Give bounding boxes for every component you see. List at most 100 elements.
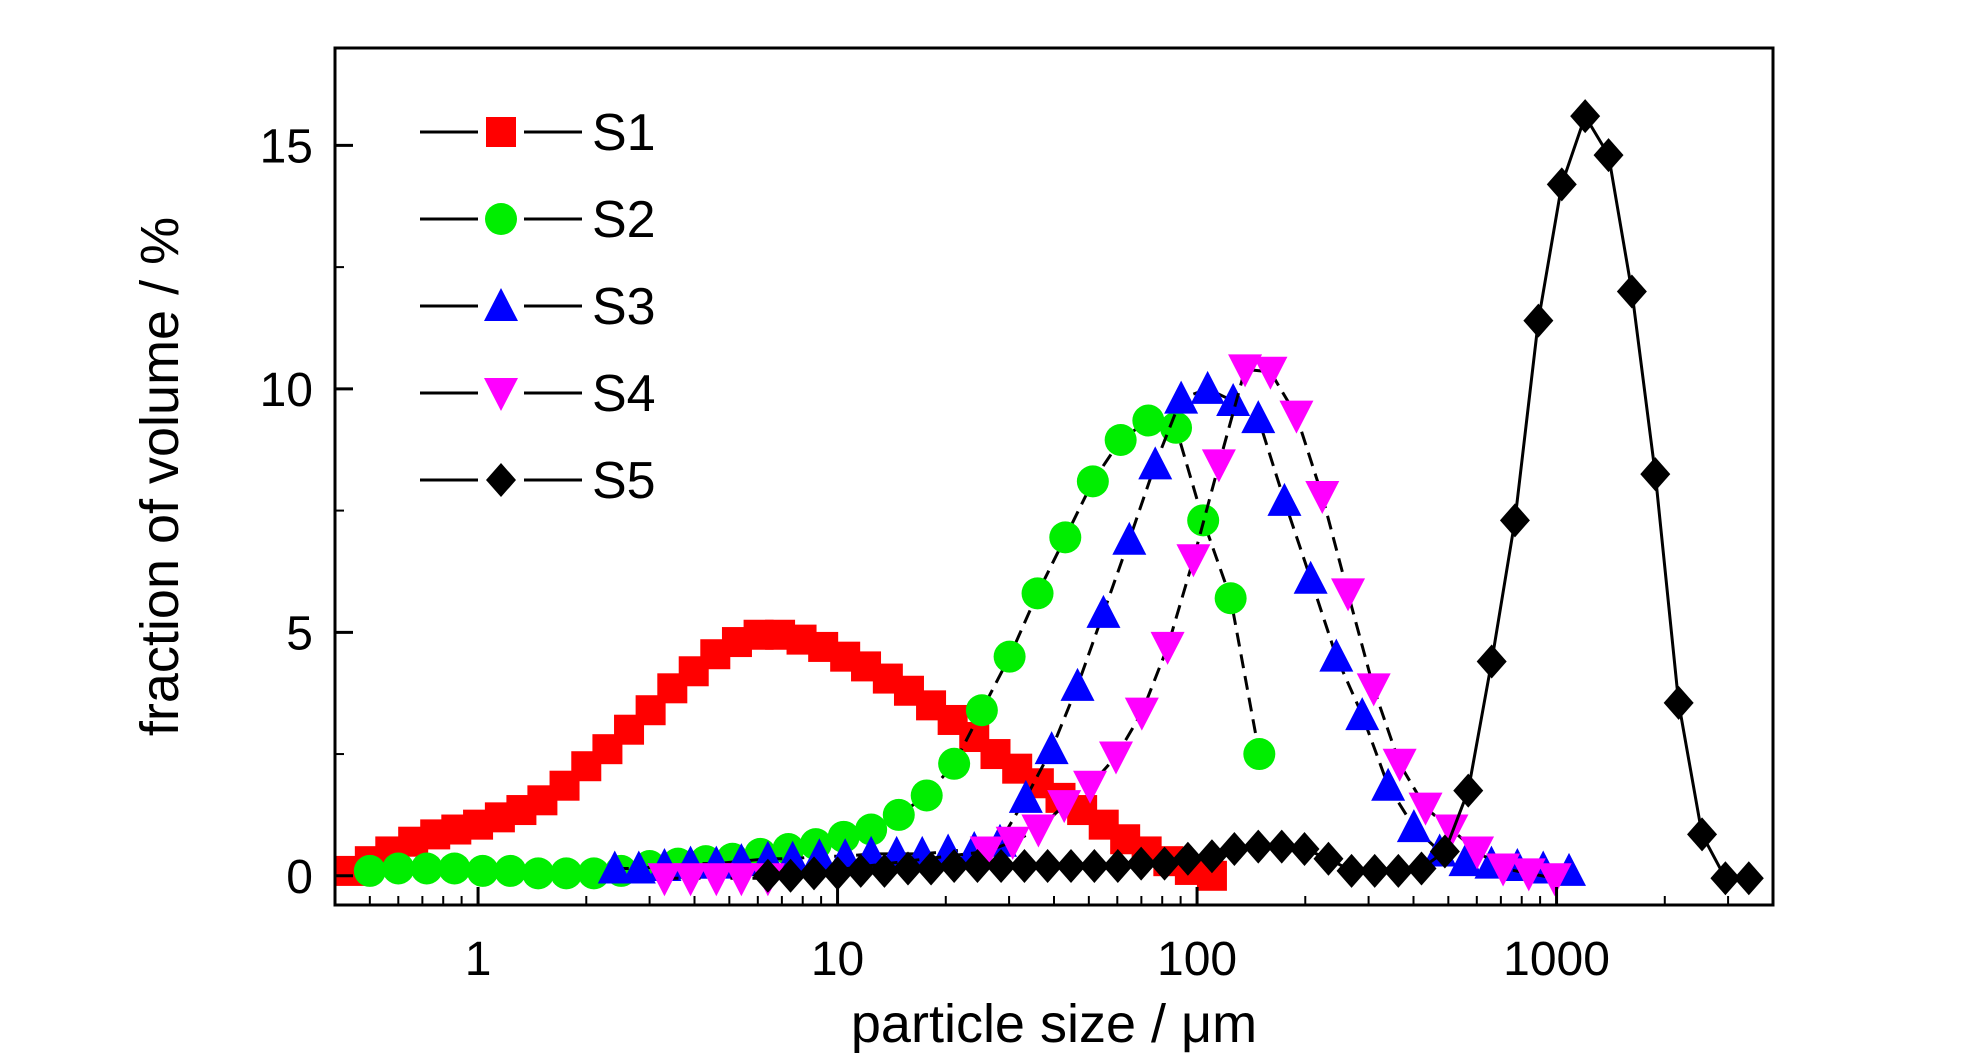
data-point-s5: [869, 853, 900, 888]
data-point-s2: [353, 854, 386, 887]
data-point-s4: [1382, 748, 1417, 782]
data-point-s5: [1313, 841, 1344, 876]
legend-label: S1: [592, 104, 656, 162]
data-point-s5: [962, 849, 993, 884]
data-point-s4: [1511, 858, 1546, 892]
data-point-s5: [1032, 849, 1063, 884]
data-point-s5: [939, 849, 970, 884]
data-point-s2: [938, 747, 971, 780]
data-point-s4: [699, 863, 734, 897]
data-point-s4: [1356, 673, 1391, 707]
data-point-s5: [752, 858, 783, 893]
data-point-s5: [1453, 773, 1484, 808]
y-tick-label: 10: [260, 364, 313, 417]
data-point-s5: [916, 851, 947, 886]
data-point-s4: [1124, 697, 1159, 731]
data-point-s2: [438, 852, 471, 885]
data-point-s4: [1537, 863, 1572, 897]
data-point-s3: [1034, 731, 1069, 765]
legend-marker-s4: [484, 378, 518, 411]
series-s5: [752, 99, 1764, 896]
data-point-s5: [1570, 99, 1601, 134]
legend-label: S3: [592, 278, 656, 336]
data-point-s5: [822, 856, 853, 891]
data-point-s5: [1359, 853, 1390, 888]
series-s4: [647, 354, 1572, 897]
data-point-s5: [1429, 834, 1460, 869]
data-point-s3: [1448, 843, 1483, 877]
data-point-s4: [1073, 770, 1108, 804]
data-point-s3: [1138, 446, 1173, 480]
data-point-s4: [1201, 449, 1236, 483]
data-point-s3: [621, 850, 656, 884]
data-point-s3: [597, 850, 632, 884]
data-point-s3: [1371, 767, 1406, 801]
legend-item-s5: S5: [420, 452, 656, 510]
data-point-s2: [882, 798, 915, 831]
data-point-s2: [410, 852, 443, 885]
data-point-s5: [1616, 274, 1647, 309]
data-point-s3: [1060, 667, 1095, 701]
data-point-s2: [1104, 423, 1137, 456]
data-point-s2: [382, 852, 415, 885]
data-point-s4: [969, 836, 1004, 870]
legend-item-s3: S3: [420, 278, 656, 336]
y-tick-label: 0: [286, 851, 313, 904]
data-point-s2: [1214, 582, 1247, 615]
data-point-s5: [1476, 644, 1507, 679]
legend-label: S5: [592, 452, 656, 510]
data-point-s2: [466, 854, 499, 887]
data-point-s3: [1293, 560, 1328, 594]
data-point-s3: [1345, 697, 1380, 731]
data-point-s3: [1190, 370, 1225, 404]
data-point-s4: [724, 863, 759, 897]
data-point-s5: [892, 851, 923, 886]
y-tick-label: 15: [260, 120, 313, 173]
data-point-s2: [1049, 521, 1082, 554]
data-point-s3: [1396, 809, 1431, 843]
data-point-s4: [1098, 741, 1133, 775]
legend-marker-s1: [486, 117, 516, 147]
data-point-s4: [1047, 790, 1082, 824]
data-point-s5: [1243, 829, 1274, 864]
data-point-s5: [1219, 832, 1250, 867]
data-point-s5: [1126, 846, 1157, 881]
data-point-s4: [1021, 814, 1056, 848]
data-point-s2: [965, 694, 998, 727]
data-point-s5: [1546, 167, 1577, 202]
legend-label: S4: [592, 365, 656, 423]
data-point-s5: [1640, 457, 1671, 492]
data-point-s4: [1460, 836, 1495, 870]
data-point-s2: [522, 857, 555, 890]
x-tick-label: 10: [811, 933, 864, 986]
legend-marker-s5: [486, 463, 516, 497]
plot-area: [334, 99, 1764, 897]
data-point-s3: [1086, 594, 1121, 628]
series-line-s4: [664, 367, 1555, 880]
data-point-s5: [1593, 138, 1624, 173]
data-point-s4: [1176, 544, 1211, 578]
data-point-s3: [1112, 521, 1147, 555]
x-tick-label: 1000: [1503, 933, 1610, 986]
data-point-s5: [1733, 861, 1764, 896]
legend-marker-s2: [485, 203, 517, 235]
data-point-s5: [1102, 849, 1133, 884]
data-point-s3: [1267, 482, 1302, 516]
x-tick-label: 1: [465, 933, 492, 986]
data-point-s5: [1172, 841, 1203, 876]
data-point-s5: [1663, 685, 1694, 720]
x-axis-title: particle size / μm: [851, 994, 1257, 1054]
legend-label: S2: [592, 191, 656, 249]
data-point-s5: [1079, 849, 1110, 884]
data-point-s3: [1319, 638, 1354, 672]
data-point-s4: [1150, 631, 1185, 665]
data-point-s5: [1149, 846, 1180, 881]
data-point-s2: [1132, 404, 1165, 437]
data-point-s5: [1336, 853, 1367, 888]
data-point-s3: [775, 840, 810, 874]
data-point-s3: [1216, 383, 1251, 417]
data-point-s2: [1243, 738, 1276, 771]
data-point-s5: [845, 853, 876, 888]
